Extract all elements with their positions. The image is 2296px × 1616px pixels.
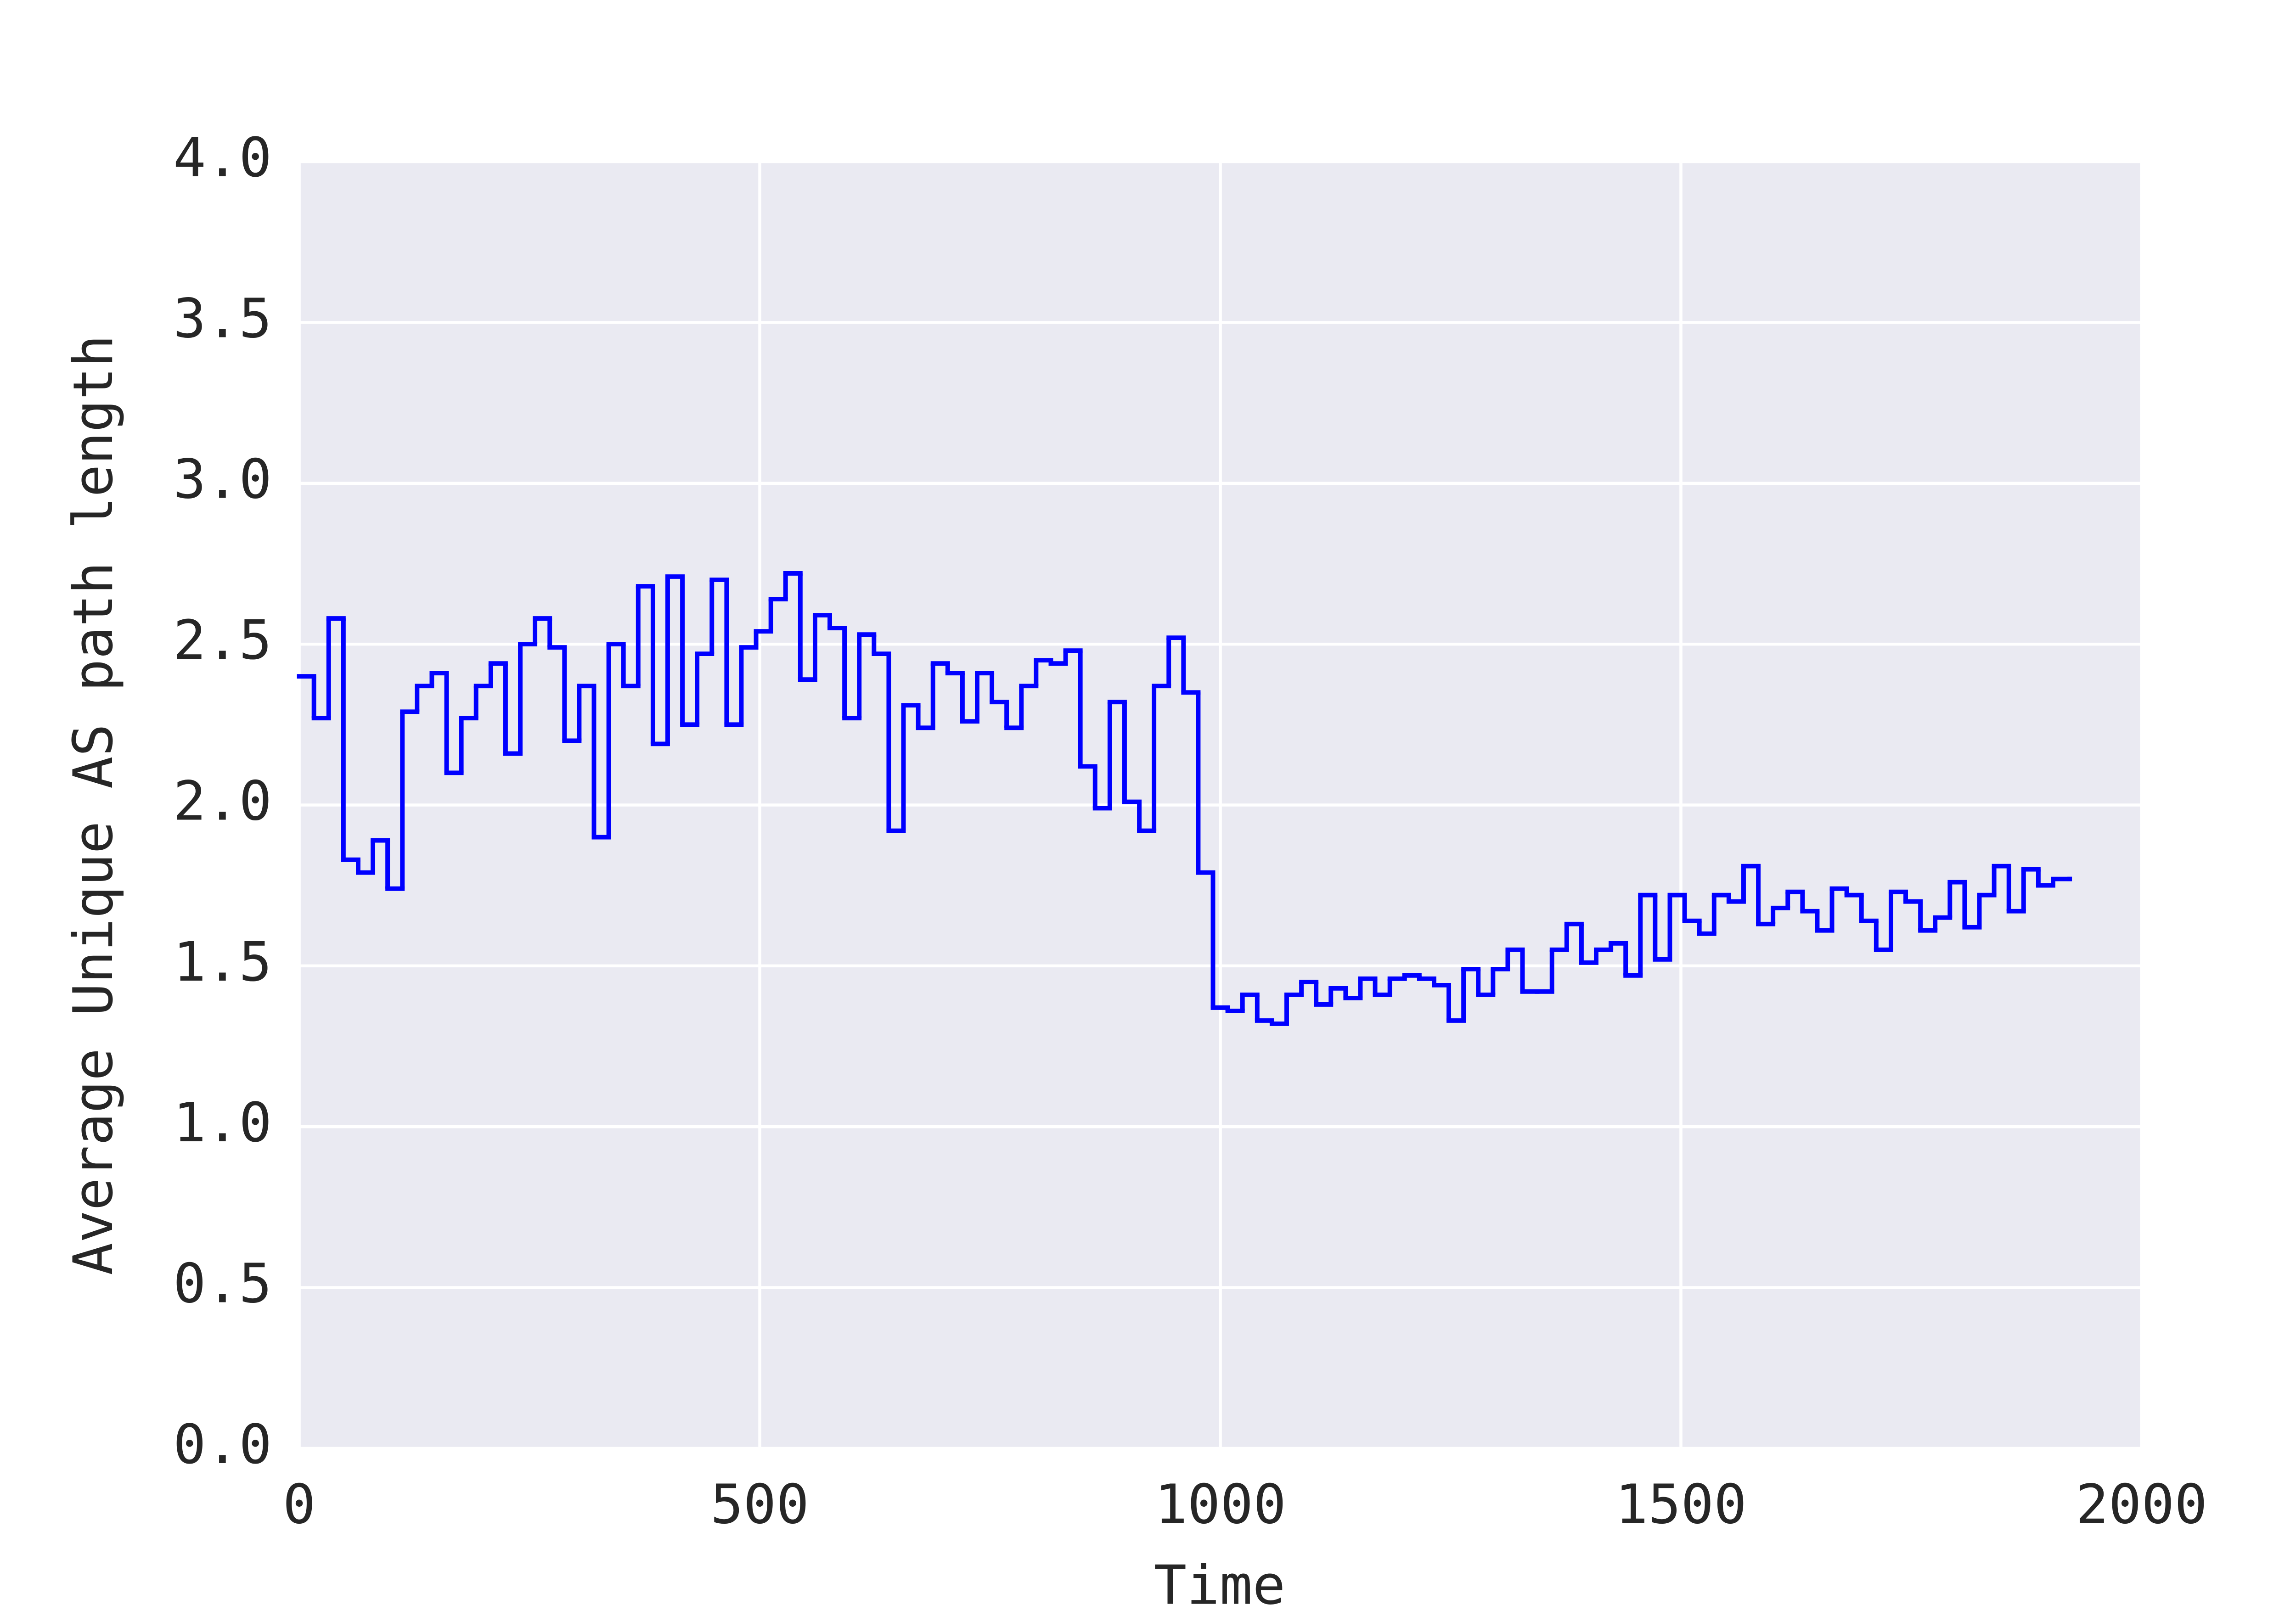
x-axis-label: Time [1154,1554,1286,1616]
y-tick-label: 3.5 [173,287,272,350]
step-riser [311,573,2055,1024]
y-tick-label: 2.0 [173,769,272,832]
y-axis-label: Average Unique AS path length [61,335,125,1275]
x-tick-label: 1000 [1154,1473,1286,1536]
x-tick-label: 0 [283,1473,316,1536]
y-tick-label: 1.0 [173,1091,272,1154]
y-tick-label: 4.0 [173,126,272,189]
y-tick-label: 0.5 [173,1252,272,1315]
x-tick-label: 500 [710,1473,809,1536]
x-tick-label: 1500 [1615,1473,1747,1536]
y-tick-label: 1.5 [173,931,272,993]
y-tick-label: 0.0 [173,1413,272,1476]
y-tick-label: 3.0 [173,448,272,511]
y-tick-label: 2.5 [173,609,272,672]
x-tick-label: 2000 [2076,1473,2207,1536]
